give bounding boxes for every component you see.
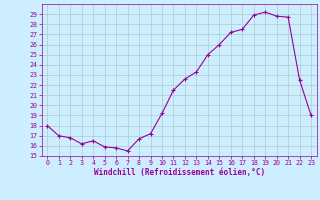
X-axis label: Windchill (Refroidissement éolien,°C): Windchill (Refroidissement éolien,°C) (94, 168, 265, 177)
